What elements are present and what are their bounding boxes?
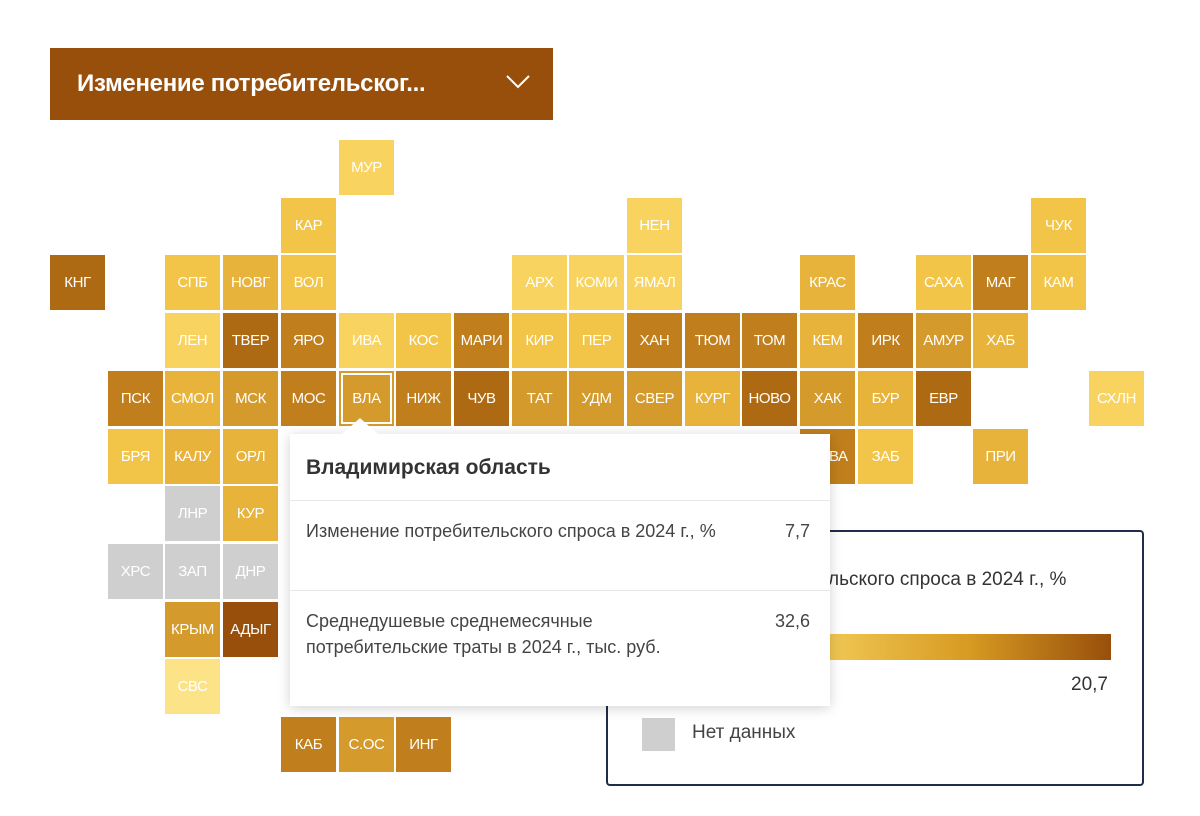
region-tile-бря[interactable]: БРЯ <box>108 429 163 484</box>
tooltip-arrow <box>342 418 378 434</box>
region-tile-инг[interactable]: ИНГ <box>396 717 451 772</box>
region-tile-саха[interactable]: САХА <box>916 255 971 310</box>
region-tile-бур[interactable]: БУР <box>858 371 913 426</box>
region-tile-тат[interactable]: ТАТ <box>512 371 567 426</box>
region-tile-при[interactable]: ПРИ <box>973 429 1028 484</box>
region-tile-том[interactable]: ТОМ <box>742 313 797 368</box>
tooltip-row-value: 32,6 <box>774 611 810 631</box>
region-tile-чук[interactable]: ЧУК <box>1031 198 1086 253</box>
region-tile-нен[interactable]: НЕН <box>627 198 682 253</box>
region-tile-кар[interactable]: КАР <box>281 198 336 253</box>
region-tile-кир[interactable]: КИР <box>512 313 567 368</box>
region-tile-евр[interactable]: ЕВР <box>916 371 971 426</box>
region-tile-новг[interactable]: НОВГ <box>223 255 278 310</box>
region-tile-мос[interactable]: МОС <box>281 371 336 426</box>
region-tile-кург[interactable]: КУРГ <box>685 371 740 426</box>
region-tile-яро[interactable]: ЯРО <box>281 313 336 368</box>
region-tile-пер[interactable]: ПЕР <box>569 313 624 368</box>
region-tile-крым[interactable]: КРЫМ <box>165 602 220 657</box>
nodata-label: Нет данных <box>692 722 796 743</box>
tooltip-region-name: Владимирская область <box>306 456 551 479</box>
region-tile-зап[interactable]: ЗАП <box>165 544 220 599</box>
tooltip-row-value: 7,7 <box>784 521 810 541</box>
tooltip-divider <box>290 500 830 501</box>
region-tile-хак[interactable]: ХАК <box>800 371 855 426</box>
region-tile-кос[interactable]: КОС <box>396 313 451 368</box>
region-tile-хан[interactable]: ХАН <box>627 313 682 368</box>
region-tile-крас[interactable]: КРАС <box>800 255 855 310</box>
region-tile-кур[interactable]: КУР <box>223 486 278 541</box>
legend-max-value: 20,7 <box>1071 674 1108 695</box>
region-tile-днр[interactable]: ДНР <box>223 544 278 599</box>
region-tile-кнг[interactable]: КНГ <box>50 255 105 310</box>
tooltip-row-label: Изменение потребительского спроса в 2024… <box>306 521 716 541</box>
region-tile-ирк[interactable]: ИРК <box>858 313 913 368</box>
region-tile-спб[interactable]: СПБ <box>165 255 220 310</box>
tooltip-divider <box>290 590 830 591</box>
region-tile-лен[interactable]: ЛЕН <box>165 313 220 368</box>
region-tile-орл[interactable]: ОРЛ <box>223 429 278 484</box>
region-tile-мари[interactable]: МАРИ <box>454 313 509 368</box>
region-tile-вла[interactable]: ВЛА <box>339 371 394 426</box>
region-tile-каб[interactable]: КАБ <box>281 717 336 772</box>
region-tile-пск[interactable]: ПСК <box>108 371 163 426</box>
region-tile-свер[interactable]: СВЕР <box>627 371 682 426</box>
region-tile-кем[interactable]: КЕМ <box>800 313 855 368</box>
region-tile-мск[interactable]: МСК <box>223 371 278 426</box>
indicator-select-label: Изменение потребительског... <box>77 70 426 97</box>
nodata-swatch <box>642 718 675 751</box>
region-tile-схлн[interactable]: СХЛН <box>1089 371 1144 426</box>
region-tile-хаб[interactable]: ХАБ <box>973 313 1028 368</box>
region-tile-сос[interactable]: С.ОС <box>339 717 394 772</box>
region-tile-арх[interactable]: АРХ <box>512 255 567 310</box>
region-tile-ниж[interactable]: НИЖ <box>396 371 451 426</box>
region-tile-лнр[interactable]: ЛНР <box>165 486 220 541</box>
region-tile-ива[interactable]: ИВА <box>339 313 394 368</box>
region-tile-мур[interactable]: МУР <box>339 140 394 195</box>
region-tile-калу[interactable]: КАЛУ <box>165 429 220 484</box>
region-tile-удм[interactable]: УДМ <box>569 371 624 426</box>
region-tile-ново[interactable]: НОВО <box>742 371 797 426</box>
region-tile-кам[interactable]: КАМ <box>1031 255 1086 310</box>
region-tile-чув[interactable]: ЧУВ <box>454 371 509 426</box>
region-tile-адыг[interactable]: АДЫГ <box>223 602 278 657</box>
chevron-down-icon[interactable] <box>505 72 531 92</box>
region-tile-ямал[interactable]: ЯМАЛ <box>627 255 682 310</box>
region-tile-свс[interactable]: СВС <box>165 659 220 714</box>
tooltip-row-label: Среднедушевые среднемесячные потребитель… <box>306 611 661 657</box>
region-tile-заб[interactable]: ЗАБ <box>858 429 913 484</box>
region-tile-амур[interactable]: АМУР <box>916 313 971 368</box>
region-tile-вол[interactable]: ВОЛ <box>281 255 336 310</box>
region-tile-тюм[interactable]: ТЮМ <box>685 313 740 368</box>
region-tile-маг[interactable]: МАГ <box>973 255 1028 310</box>
indicator-select[interactable]: Изменение потребительског... <box>50 48 553 120</box>
region-tile-твер[interactable]: ТВЕР <box>223 313 278 368</box>
region-tile-коми[interactable]: КОМИ <box>569 255 624 310</box>
region-tooltip: Владимирская область Изменение потребите… <box>290 418 830 706</box>
region-tile-хрс[interactable]: ХРС <box>108 544 163 599</box>
region-tile-смол[interactable]: СМОЛ <box>165 371 220 426</box>
